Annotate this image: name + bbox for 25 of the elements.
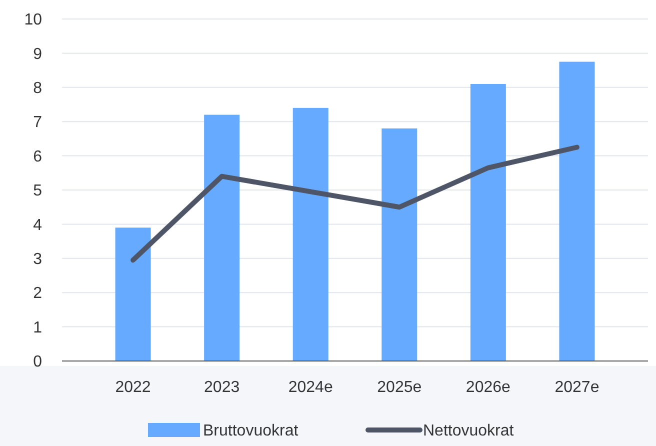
x-tick-label: 2026e [466, 379, 511, 396]
legend-label: Bruttovuokrat [203, 422, 299, 440]
bar [204, 114, 240, 361]
y-tick-label: 4 [33, 216, 42, 234]
bar [559, 62, 595, 361]
y-tick-label: 7 [33, 114, 42, 132]
x-tick-label: 2023 [204, 379, 240, 396]
y-tick-label: 2 [33, 285, 42, 302]
y-tick-label: 8 [33, 80, 42, 97]
bar [115, 228, 151, 361]
y-tick-label: 3 [33, 251, 42, 268]
y-tick-label: 6 [33, 148, 42, 166]
x-tick-label: 2024e [288, 379, 333, 396]
y-tick-label: 9 [33, 46, 42, 63]
x-tick-label: 2025e [377, 379, 422, 396]
legend-label: Nettovuokrat [423, 422, 514, 440]
y-tick-label: 1 [33, 319, 42, 336]
x-tick-label: 2027e [554, 379, 600, 396]
bar [382, 128, 418, 361]
y-tick-label: 0 [33, 354, 42, 371]
bar [470, 84, 506, 361]
bar [292, 108, 328, 361]
x-tick-label: 2022 [115, 379, 151, 396]
y-tick-label: 10 [24, 12, 42, 29]
y-tick-label: 5 [33, 182, 42, 200]
